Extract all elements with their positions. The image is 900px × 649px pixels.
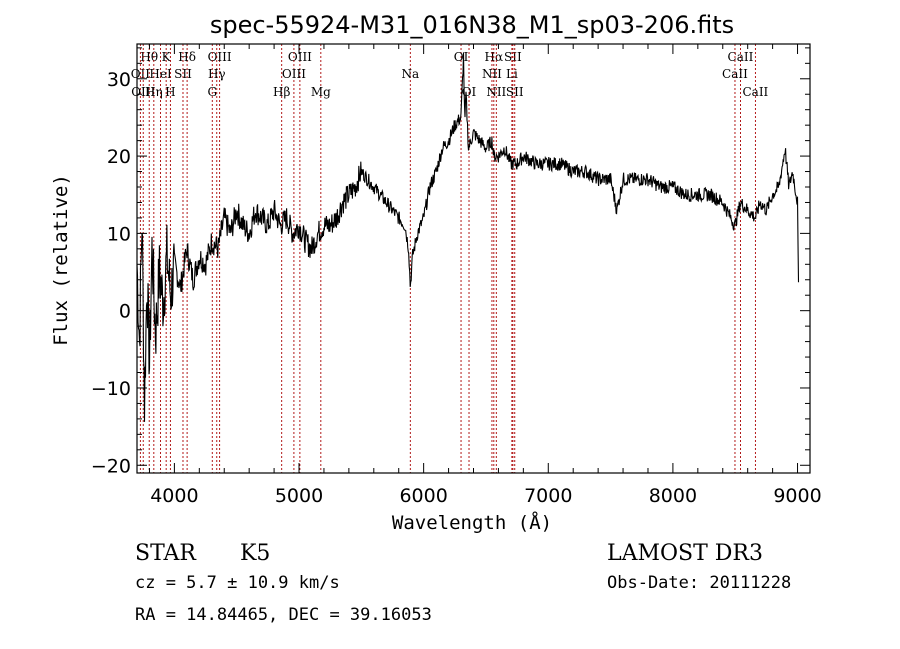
emission-line-label: NII: [482, 67, 502, 81]
coordinates-label: RA = 14.84465, DEC = 39.16053: [135, 605, 432, 625]
emission-line-label: Hδ: [178, 50, 196, 64]
obs-date-label: Obs-Date: 20111228: [607, 573, 791, 593]
emission-line-label: OIII: [288, 50, 312, 64]
emission-line-label: OI: [454, 50, 469, 64]
y-tick-label: 0: [119, 301, 131, 323]
subclass-label: K5: [240, 541, 270, 566]
emission-line-label: CaII: [728, 50, 754, 64]
x-tick-label: 5000: [275, 485, 323, 507]
emission-line-label: Na: [401, 67, 419, 81]
x-tick-label: 7000: [524, 485, 572, 507]
emission-line-label: Hη: [145, 85, 163, 99]
emission-line-label: Hα: [485, 50, 504, 64]
chart-title: spec-55924-M31_016N38_M1_sp03-206.fits: [210, 11, 734, 39]
y-axis-label: Flux (relative): [50, 174, 72, 346]
emission-line-label: Hγ: [208, 67, 226, 81]
emission-line-label: SII: [506, 85, 524, 99]
emission-line-label: OIII: [208, 50, 232, 64]
emission-line-label: CaII: [722, 67, 748, 81]
emission-line-label: Hβ: [273, 85, 290, 99]
x-tick-label: 9000: [773, 485, 821, 507]
y-tick-label: −10: [91, 378, 131, 400]
emission-line-label: CaII: [742, 85, 768, 99]
emission-line-label: NII: [486, 85, 506, 99]
plot-frame: [136, 43, 811, 474]
x-tick-label: 8000: [649, 485, 697, 507]
y-tick-label: 20: [107, 146, 131, 168]
y-tick-label: −20: [91, 455, 131, 477]
spectrum-line: [136, 52, 800, 422]
survey-label: LAMOST DR3: [607, 541, 763, 566]
emission-line-label: Mg: [311, 85, 331, 99]
emission-line-label: SII: [174, 67, 192, 81]
emission-line-label: SII: [504, 50, 522, 64]
emission-line-label: K: [162, 50, 172, 64]
redshift-label: cz = 5.7 ± 10.9 km/s: [135, 573, 340, 593]
x-axis-label: Wavelength (Å): [392, 511, 552, 534]
x-tick-label: 6000: [399, 485, 447, 507]
class-label: STAR: [135, 541, 197, 566]
emission-line-label: OII: [131, 67, 151, 81]
y-tick-label: 30: [107, 69, 131, 91]
emission-line-label: HeI: [149, 67, 172, 81]
emission-line-label: OIII: [282, 67, 306, 81]
emission-line-label: Li: [506, 67, 518, 81]
y-tick-label: 10: [107, 223, 131, 245]
axis-ticks-layer: 4000 5000 6000 7000 8000 9000 −20 −10 0 10 20 30: [91, 44, 822, 507]
x-tick-label: 4000: [150, 485, 198, 507]
emission-line-label: H: [165, 85, 175, 99]
emission-line-label: G: [207, 85, 217, 99]
